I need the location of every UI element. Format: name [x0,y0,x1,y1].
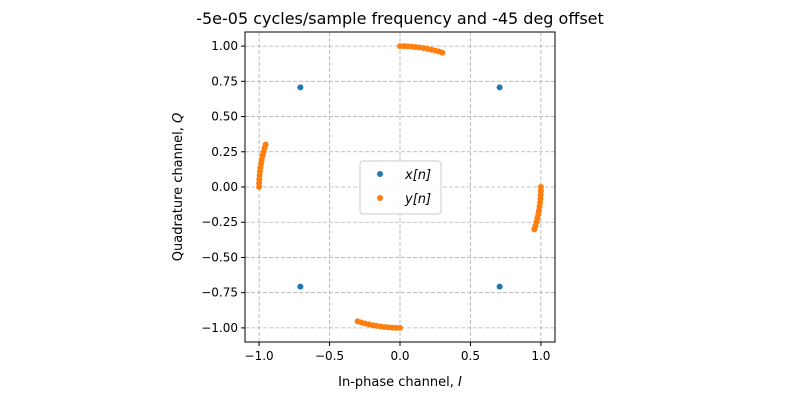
x-n-point [496,283,503,290]
y-tick-label: −0.50 [201,250,238,264]
x-n-point [496,84,503,91]
y-tick-label: 0.25 [211,145,238,159]
x-tick-label: 0.0 [390,349,409,363]
x-axis-label: In-phase channel, I [338,375,462,390]
y-tick-label: 0.50 [211,110,238,124]
data-points [256,43,544,331]
legend-label-x: x[n] [404,168,431,183]
y-tick-label: −0.75 [201,286,238,300]
y-n-point [354,318,361,325]
x-n-point [297,84,304,91]
y-axis-label: Quadrature channel, Q [171,113,186,261]
y-tick-label: 0.75 [211,74,238,88]
legend-marker-x [377,171,383,177]
y-n-point [262,141,269,148]
legend: x[n] y[n] [359,160,442,215]
y-tick-label: 0.00 [211,180,238,194]
x-tick-label: 0.5 [461,349,480,363]
y-tick-label: −1.00 [201,321,238,335]
y-n-point [531,226,538,233]
x-tick-label: 1.0 [531,349,550,363]
y-tick-label: 1.00 [211,39,238,53]
x-n-point [297,283,304,290]
axis-ticks: −1.0 −0.5 0.0 0.5 1.0 1.00 0.75 0.50 0.25 0.00 −0.… [201,39,550,363]
y-n-point [439,49,446,56]
grid [245,32,555,342]
legend-marker-y [377,195,383,201]
x-tick-label: −0.5 [315,349,344,363]
legend-label-y: y[n] [404,192,431,207]
y-tick-label: −0.25 [201,215,238,229]
x-tick-label: −1.0 [245,349,274,363]
chart-title: -5e-05 cycles/sample frequency and -45 d… [196,9,604,28]
